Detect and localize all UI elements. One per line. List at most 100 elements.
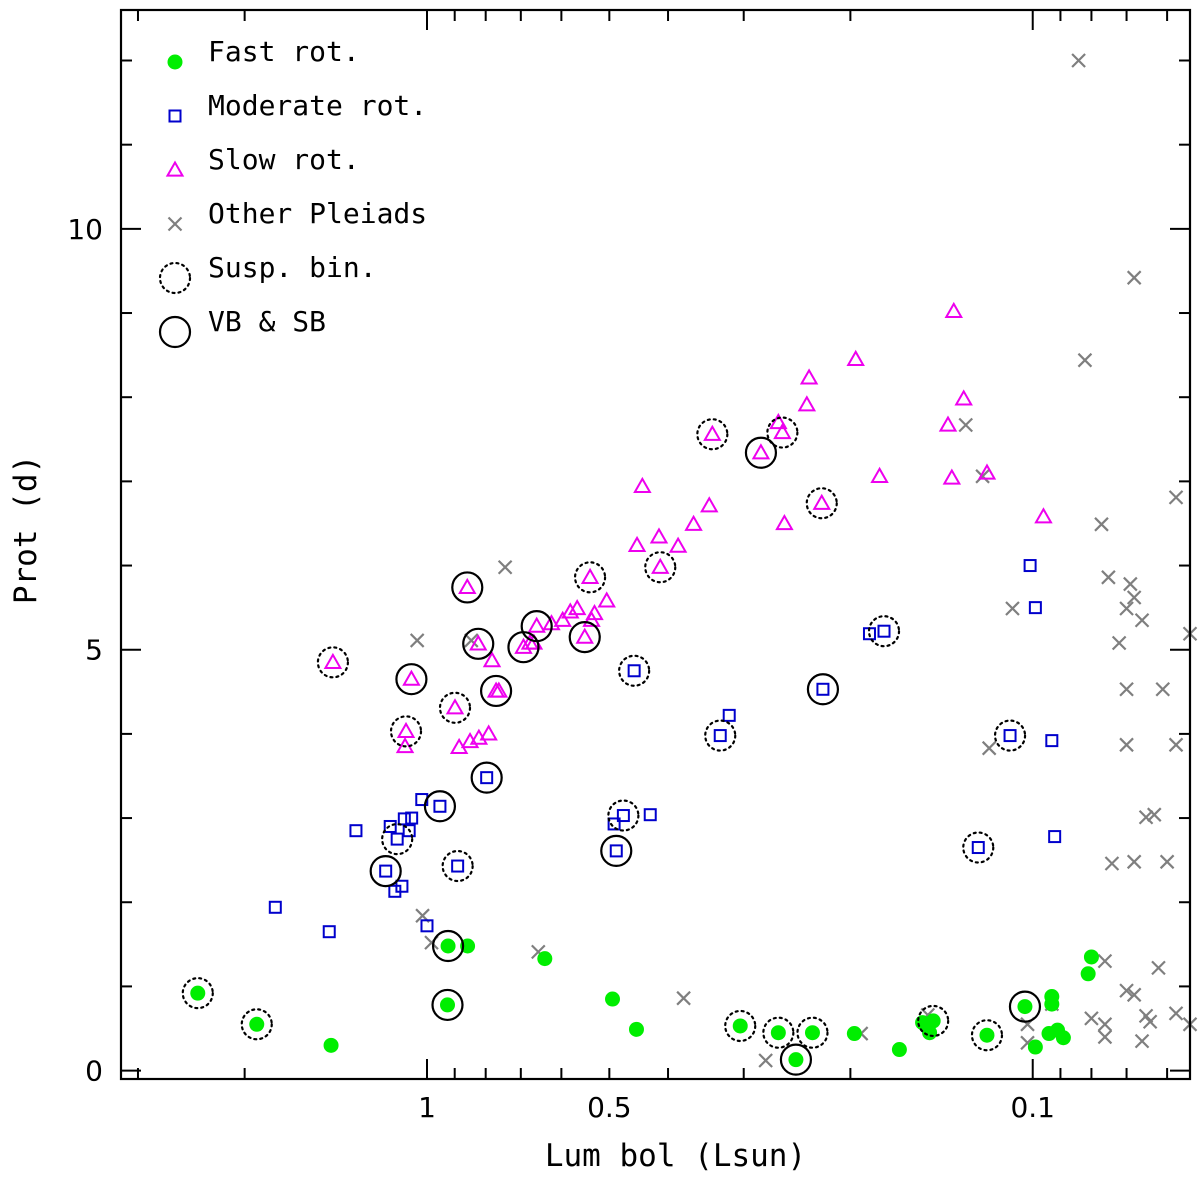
slow-point-29 (649, 527, 669, 544)
vbsb-point-11 (431, 988, 464, 1022)
moderate-point-3 (379, 864, 393, 878)
slow-point-37 (773, 423, 792, 440)
slow-point-33 (700, 496, 719, 513)
susp-point-17 (805, 487, 838, 520)
susp-point-3 (389, 715, 423, 748)
susp-point-10 (644, 551, 677, 584)
fast-point-23 (1055, 1030, 1071, 1046)
susp-point-1 (240, 1008, 273, 1041)
y-tick-label: 5 (85, 634, 103, 667)
moderate-point-5 (395, 879, 409, 893)
other-point-16 (1071, 53, 1086, 68)
slow-point-41 (812, 493, 831, 510)
other-point-26 (1134, 612, 1150, 628)
slow-point-39 (797, 395, 817, 412)
slow-point-21 (575, 627, 594, 644)
series-moderate (268, 559, 1062, 939)
susp-point-14 (762, 1016, 795, 1049)
other-point-2 (497, 559, 513, 575)
moderate-point-23 (816, 682, 830, 696)
legend-marker-other (167, 216, 183, 232)
slow-point-31 (668, 536, 688, 553)
slow-point-17 (527, 616, 546, 633)
series-slow (323, 301, 1053, 754)
other-point-6 (676, 990, 691, 1006)
vbsb-point-16 (1008, 990, 1042, 1023)
other-point-1 (464, 633, 479, 648)
slow-point-34 (703, 424, 722, 441)
legend-item-other: Other Pleiads (167, 197, 427, 232)
moderate-point-14 (451, 859, 465, 873)
fast-point-13 (846, 1026, 862, 1042)
slow-point-42 (846, 349, 865, 366)
moderate-point-15 (480, 771, 494, 785)
legend-item-vbsb: VB & SB (158, 305, 326, 349)
slow-point-49 (1034, 507, 1053, 524)
slow-point-10 (469, 634, 488, 651)
y-tick-label: 0 (85, 1055, 103, 1088)
fast-point-24 (1027, 1039, 1043, 1055)
vbsb-point-6 (520, 610, 553, 643)
legend-label: Moderate rot. (208, 89, 427, 122)
susp-point-12 (704, 719, 737, 752)
plot-frame (119, 8, 1192, 1081)
susp-point-16 (766, 416, 799, 449)
legend-item-susp: Susp. bin. (158, 251, 377, 295)
susp-point-22 (993, 719, 1027, 752)
legend-item-fast: Fast rot. (167, 35, 360, 70)
other-point-11 (975, 469, 990, 484)
slow-point-1 (402, 669, 421, 686)
susp-point-6 (381, 823, 414, 856)
legend-label: Fast rot. (208, 35, 360, 68)
susp-point-15 (796, 1016, 829, 1049)
moderate-point-29 (1028, 601, 1042, 615)
moderate-point-19 (627, 664, 641, 678)
slow-point-36 (769, 412, 788, 430)
other-point-46 (1097, 1029, 1113, 1045)
moderate-point-20 (643, 808, 657, 822)
y-axis-title: Prot (d) (8, 455, 44, 604)
slow-point-11 (482, 651, 502, 668)
vbsb-point-8 (423, 790, 457, 823)
moderate-point-30 (1045, 734, 1059, 748)
fast-point-18 (979, 1027, 995, 1043)
fast-point-7 (605, 991, 621, 1007)
legend: Fast rot. Moderate rot. Slow rot. Other Ple… (158, 35, 427, 349)
moderate-point-16 (609, 844, 623, 858)
legend-label: Susp. bin. (208, 251, 377, 284)
vbsb-point-3 (479, 674, 513, 708)
other-point-0 (409, 633, 425, 648)
other-point-23 (1123, 576, 1138, 592)
other-point-32 (1138, 809, 1154, 825)
slow-point-40 (799, 368, 819, 385)
other-point-37 (1151, 960, 1166, 976)
fast-point-19 (1017, 999, 1033, 1015)
other-point-43 (1168, 1006, 1184, 1021)
slow-point-20 (561, 602, 580, 619)
slow-point-4 (445, 698, 465, 715)
susp-point-18 (867, 615, 901, 648)
moderate-point-28 (1023, 559, 1037, 573)
slow-point-43 (870, 466, 889, 483)
other-point-13 (1005, 601, 1020, 616)
other-point-45 (1097, 1017, 1113, 1032)
slow-point-46 (944, 301, 964, 318)
fast-point-6 (537, 951, 553, 967)
other-point-10 (958, 417, 974, 433)
fast-point-1 (249, 1016, 265, 1032)
other-point-24 (1119, 601, 1134, 616)
fast-point-27 (1080, 966, 1096, 982)
moderate-point-21 (713, 729, 727, 743)
vbsb-point-2 (462, 627, 495, 660)
moderate-point-2 (349, 824, 363, 838)
other-point-19 (1111, 635, 1127, 651)
moderate-point-17 (607, 817, 621, 831)
vbsb-point-12 (600, 834, 633, 867)
other-point-44 (1134, 1033, 1150, 1049)
other-point-33 (1146, 807, 1162, 822)
moderate-point-7 (390, 832, 404, 846)
slow-point-24 (580, 567, 600, 584)
vbsb-point-7 (568, 620, 601, 654)
vbsb-point-15 (779, 1043, 813, 1076)
slow-point-9 (479, 724, 498, 741)
